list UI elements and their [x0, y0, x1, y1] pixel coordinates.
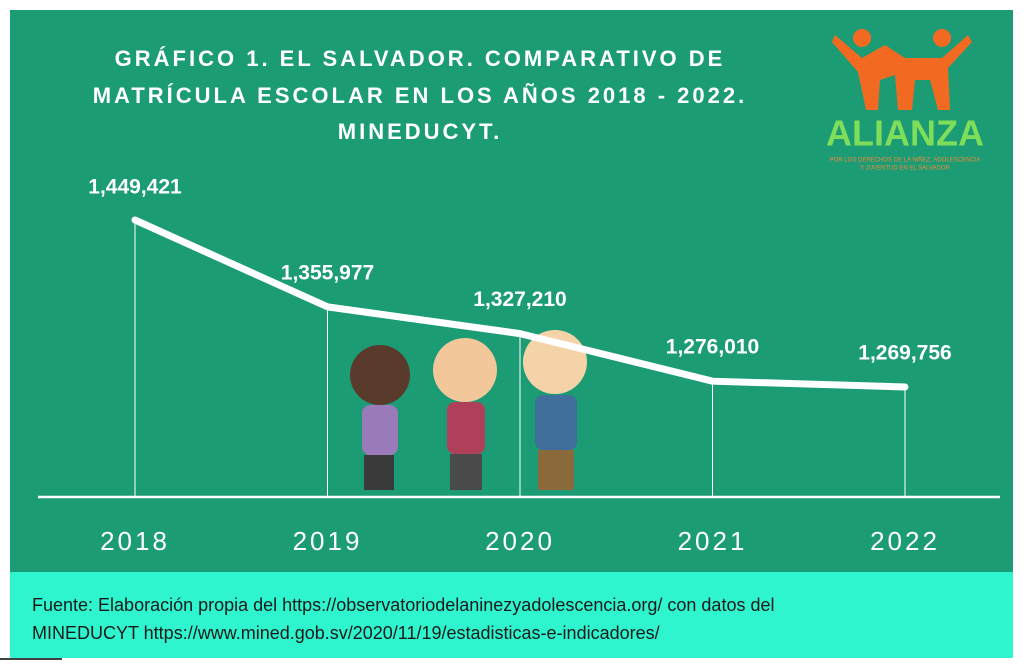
footer-text: MINEDUCYT https://www.mined.gob.sv/2020/…	[32, 623, 660, 643]
chart-title: GRÁFICO 1. EL SALVADOR. COMPARATIVO DE	[115, 46, 726, 71]
x-tick-label: 2022	[870, 526, 940, 556]
value-label: 1,276,010	[666, 336, 759, 359]
x-tick-label: 2018	[100, 526, 170, 556]
chart-title: MATRÍCULA ESCOLAR EN LOS AÑOS 2018 - 202…	[93, 83, 748, 108]
footer-background	[10, 572, 1013, 658]
value-label: 1,269,756	[858, 342, 951, 365]
chart-title: MINEDUCYT.	[338, 119, 502, 144]
value-label: 1,355,977	[281, 261, 374, 284]
x-tick-label: 2020	[485, 526, 555, 556]
logo-name: ALIANZA	[826, 113, 984, 154]
value-label: 1,449,421	[88, 176, 182, 199]
logo-tagline: POR LOS DERECHOS DE LA NIÑEZ, ADOLESCENC…	[830, 157, 981, 164]
kids-illustration	[350, 330, 587, 490]
x-tick-label: 2019	[293, 526, 363, 556]
footer-text: Fuente: Elaboración propia del https://o…	[32, 595, 774, 615]
logo-tagline: Y JUVENTUD EN EL SALVADOR	[860, 166, 950, 172]
chart: ALIANZA POR LOS DERECHOS DE LA NIÑEZ, AD…	[0, 0, 1023, 662]
x-tick-label: 2021	[678, 526, 748, 556]
value-label: 1,327,210	[473, 288, 566, 311]
